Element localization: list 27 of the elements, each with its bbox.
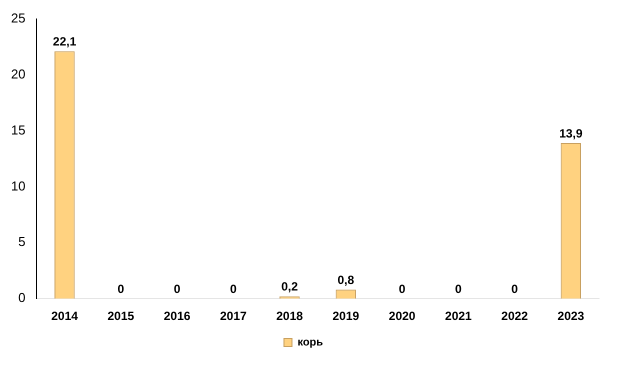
x-tick-label: 2020	[388, 309, 416, 324]
y-tick-label: 10	[10, 178, 26, 194]
data-label: 0,2	[281, 280, 298, 294]
y-tick-label: 15	[10, 122, 26, 138]
x-tick-label: 2023	[558, 309, 585, 324]
x-tick-label: 2018	[276, 309, 304, 324]
y-tick-label: 5	[18, 234, 26, 250]
data-label: 0	[230, 282, 238, 296]
x-tick-label: 2016	[164, 309, 191, 324]
data-label: 0	[174, 282, 181, 296]
y-tick-label: 25	[10, 10, 26, 26]
data-label: 0	[511, 282, 518, 296]
data-label: 0	[117, 282, 124, 296]
x-tick-label: 2015	[107, 309, 135, 324]
x-tick-label: 2019	[332, 309, 360, 324]
x-tick-label: 2017	[220, 309, 248, 324]
y-tick-label: 20	[10, 66, 26, 82]
legend-label: корь	[297, 336, 324, 349]
x-tick-label: 2014	[51, 309, 78, 324]
data-label: 0	[398, 282, 406, 296]
x-tick-label: 2022	[501, 309, 528, 324]
data-label: 0,8	[338, 272, 355, 287]
data-label: 0	[455, 282, 462, 296]
data-label: 13,9	[559, 126, 583, 140]
data-label: 22,1	[52, 34, 77, 49]
x-tick-label: 2021	[445, 309, 472, 324]
y-tick-label: 0	[18, 290, 26, 306]
